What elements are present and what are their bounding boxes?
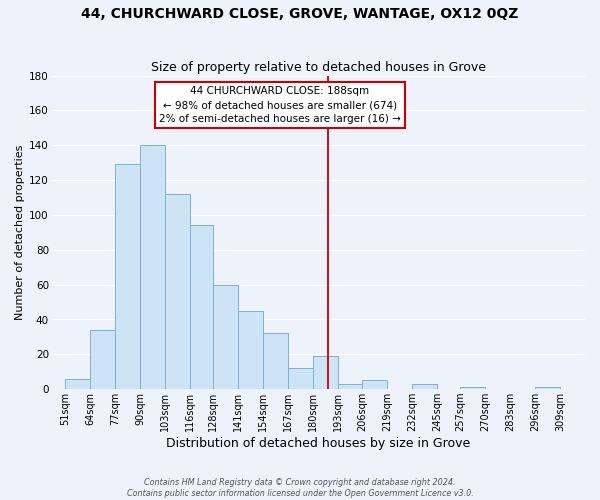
Bar <box>190 226 213 389</box>
Bar <box>140 146 165 389</box>
Bar <box>263 334 287 389</box>
Bar <box>362 380 388 389</box>
Bar <box>338 384 362 389</box>
Title: Size of property relative to detached houses in Grove: Size of property relative to detached ho… <box>151 62 486 74</box>
X-axis label: Distribution of detached houses by size in Grove: Distribution of detached houses by size … <box>166 437 470 450</box>
Text: 44, CHURCHWARD CLOSE, GROVE, WANTAGE, OX12 0QZ: 44, CHURCHWARD CLOSE, GROVE, WANTAGE, OX… <box>82 8 518 22</box>
Bar <box>287 368 313 389</box>
Bar <box>90 330 115 389</box>
Bar <box>65 378 90 389</box>
Bar <box>115 164 140 389</box>
Y-axis label: Number of detached properties: Number of detached properties <box>15 144 25 320</box>
Bar <box>313 356 338 389</box>
Bar <box>213 284 238 389</box>
Bar <box>238 311 263 389</box>
Text: Contains HM Land Registry data © Crown copyright and database right 2024.
Contai: Contains HM Land Registry data © Crown c… <box>127 478 473 498</box>
Text: 44 CHURCHWARD CLOSE: 188sqm
← 98% of detached houses are smaller (674)
2% of sem: 44 CHURCHWARD CLOSE: 188sqm ← 98% of det… <box>159 86 401 124</box>
Bar <box>412 384 437 389</box>
Bar <box>535 388 560 389</box>
Bar <box>165 194 190 389</box>
Bar <box>460 388 485 389</box>
